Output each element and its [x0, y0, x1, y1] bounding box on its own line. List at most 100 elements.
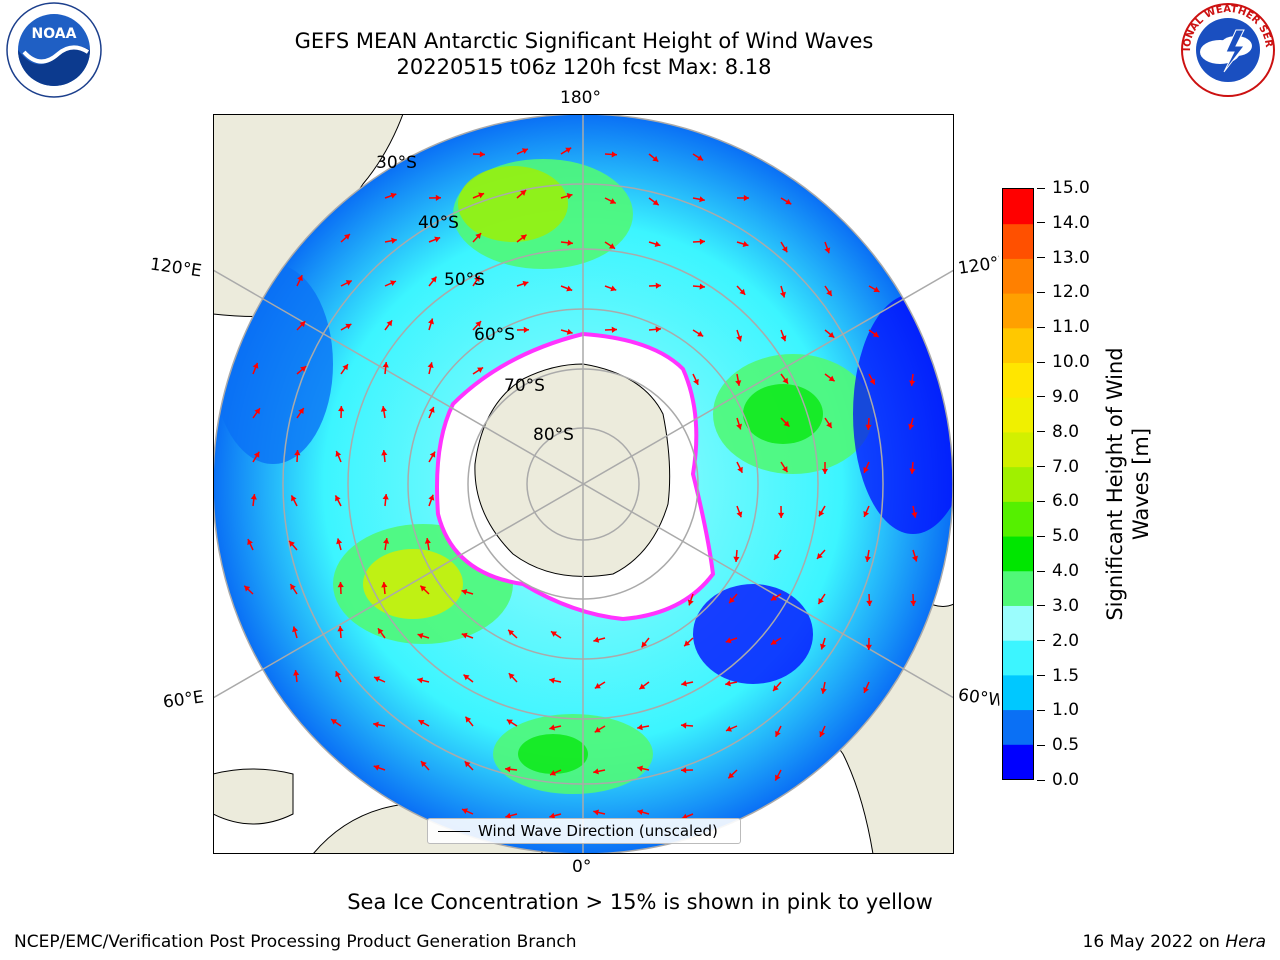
wave-arrow-head — [770, 639, 777, 645]
wave-arrow-head — [818, 598, 824, 605]
wave-arrow-head — [912, 555, 918, 562]
wave-arrow-head — [782, 377, 789, 384]
wave-arrow-head — [593, 636, 600, 643]
wave-arrow-head — [508, 673, 515, 680]
wave-arrow-head — [693, 378, 699, 385]
colorbar-segment — [1003, 258, 1033, 294]
colorbar-tick — [1037, 779, 1045, 781]
wave-arrow-head — [908, 423, 915, 430]
wave-arrow-head — [290, 583, 296, 590]
colorbar-tick — [1037, 605, 1045, 607]
colorbar-tick-label: 4.0 — [1052, 561, 1080, 582]
land-antarctica — [474, 363, 671, 577]
wave-arrow-head — [681, 722, 687, 729]
wave-arrow-head — [550, 631, 557, 637]
wave-arrow-head — [737, 466, 743, 473]
wave-arrow-head — [344, 234, 350, 240]
wave-arrow-head — [728, 772, 735, 779]
colorbar-tick — [1037, 361, 1045, 363]
wave-arrow-head — [911, 512, 918, 518]
wave-arrow-head — [652, 199, 659, 206]
wave-arrow-head — [828, 375, 835, 382]
wave-arrow-head — [374, 676, 381, 683]
colorbar-segment — [1003, 466, 1033, 502]
wave-arrow-head — [609, 243, 616, 249]
lon-label-180: 180° — [560, 88, 601, 108]
colorbar-segment — [1003, 362, 1033, 398]
polar-map — [213, 114, 954, 854]
colorbar-tick-label: 11.0 — [1052, 317, 1090, 338]
colorbar-tick-label: 3.0 — [1052, 595, 1080, 616]
colorbar-tick-label: 13.0 — [1052, 247, 1090, 268]
wave-arrow-head — [383, 538, 390, 544]
wave-arrow-head — [743, 194, 749, 202]
wave-arrow-head — [655, 326, 661, 333]
lat-label-40s: 40°S — [418, 213, 459, 233]
wave-arrow-head — [331, 719, 338, 725]
wave-arrow-head — [610, 285, 617, 292]
wave-arrow-head — [475, 233, 482, 240]
wave-arrow-head — [909, 380, 916, 386]
wave-arrow-head — [505, 766, 511, 773]
wave-arrow-head — [593, 768, 599, 775]
wave-arrow-head — [335, 495, 341, 502]
wave-arrow-head — [725, 680, 731, 687]
colorbar-tick-label: 12.0 — [1052, 282, 1090, 303]
wave-arrow-head — [652, 155, 659, 162]
wave-arrow-head — [381, 582, 388, 588]
wave-arrow-head — [681, 767, 687, 774]
wave-arrow-head — [292, 626, 299, 633]
colorbar-segment — [1003, 431, 1033, 468]
wave-arrow-head — [337, 582, 344, 588]
wave-arrow-head — [655, 282, 661, 289]
wave-arrow-head — [865, 424, 872, 430]
colorbar-tick — [1037, 744, 1045, 746]
colorbar-segment — [1003, 327, 1033, 364]
wave-arrow-head — [336, 538, 343, 545]
wave-arrow-head — [770, 595, 777, 601]
legend-text: Wind Wave Direction (unscaled) — [478, 822, 718, 840]
wave-arrow-head — [778, 512, 785, 518]
wave-arrow-head — [549, 724, 556, 731]
wave-arrow-head — [567, 239, 573, 246]
wave-arrow-head — [681, 680, 687, 687]
wave-arrow-head — [566, 328, 573, 335]
wave-arrow-head — [461, 632, 468, 639]
wave-arrow-head — [461, 589, 468, 596]
wave-arrow-head — [424, 538, 431, 544]
colorbar-segment — [1003, 570, 1033, 606]
wave-arrow-head — [289, 540, 295, 547]
noaa-logo-icon: NOAA — [6, 2, 102, 98]
wave-arrow-head — [872, 331, 879, 338]
wave-arrow-head — [828, 331, 835, 338]
lon-label-120e: 120°E — [148, 254, 203, 282]
colorbar-segment — [1003, 709, 1033, 745]
wave-arrow-head — [637, 809, 644, 816]
colorbar-segment — [1003, 397, 1033, 433]
wave-arrow-head — [345, 280, 352, 286]
wave-arrow-head — [566, 193, 573, 199]
colorbar-tick — [1037, 222, 1045, 224]
wave-arrow-head — [820, 688, 827, 694]
wave-arrow-head — [781, 246, 788, 253]
colorbar-segment — [1003, 640, 1033, 676]
wave-arrow-head — [773, 685, 779, 692]
colorbar-tick-label: 10.0 — [1052, 352, 1090, 373]
wave-arrow-head — [386, 320, 393, 327]
wave-arrow-head — [866, 600, 873, 606]
colorbar-tick — [1037, 709, 1045, 711]
wave-arrow-head — [869, 378, 875, 385]
wave-arrow-head — [430, 276, 437, 283]
wave-arrow-head — [684, 640, 691, 647]
wave-arrow-head — [522, 280, 529, 287]
wave-arrow-head — [254, 408, 260, 415]
wave-arrow-head — [549, 812, 556, 819]
wave-arrow-head — [819, 730, 826, 737]
wave-arrow-head — [523, 326, 529, 333]
wave-arrow-head — [782, 466, 788, 473]
colorbar-tick — [1037, 431, 1045, 433]
wave-arrow-head — [377, 628, 384, 635]
wave-arrow-head — [697, 155, 704, 161]
wave-arrow-head — [418, 719, 425, 726]
wave-arrow-head — [824, 247, 831, 254]
